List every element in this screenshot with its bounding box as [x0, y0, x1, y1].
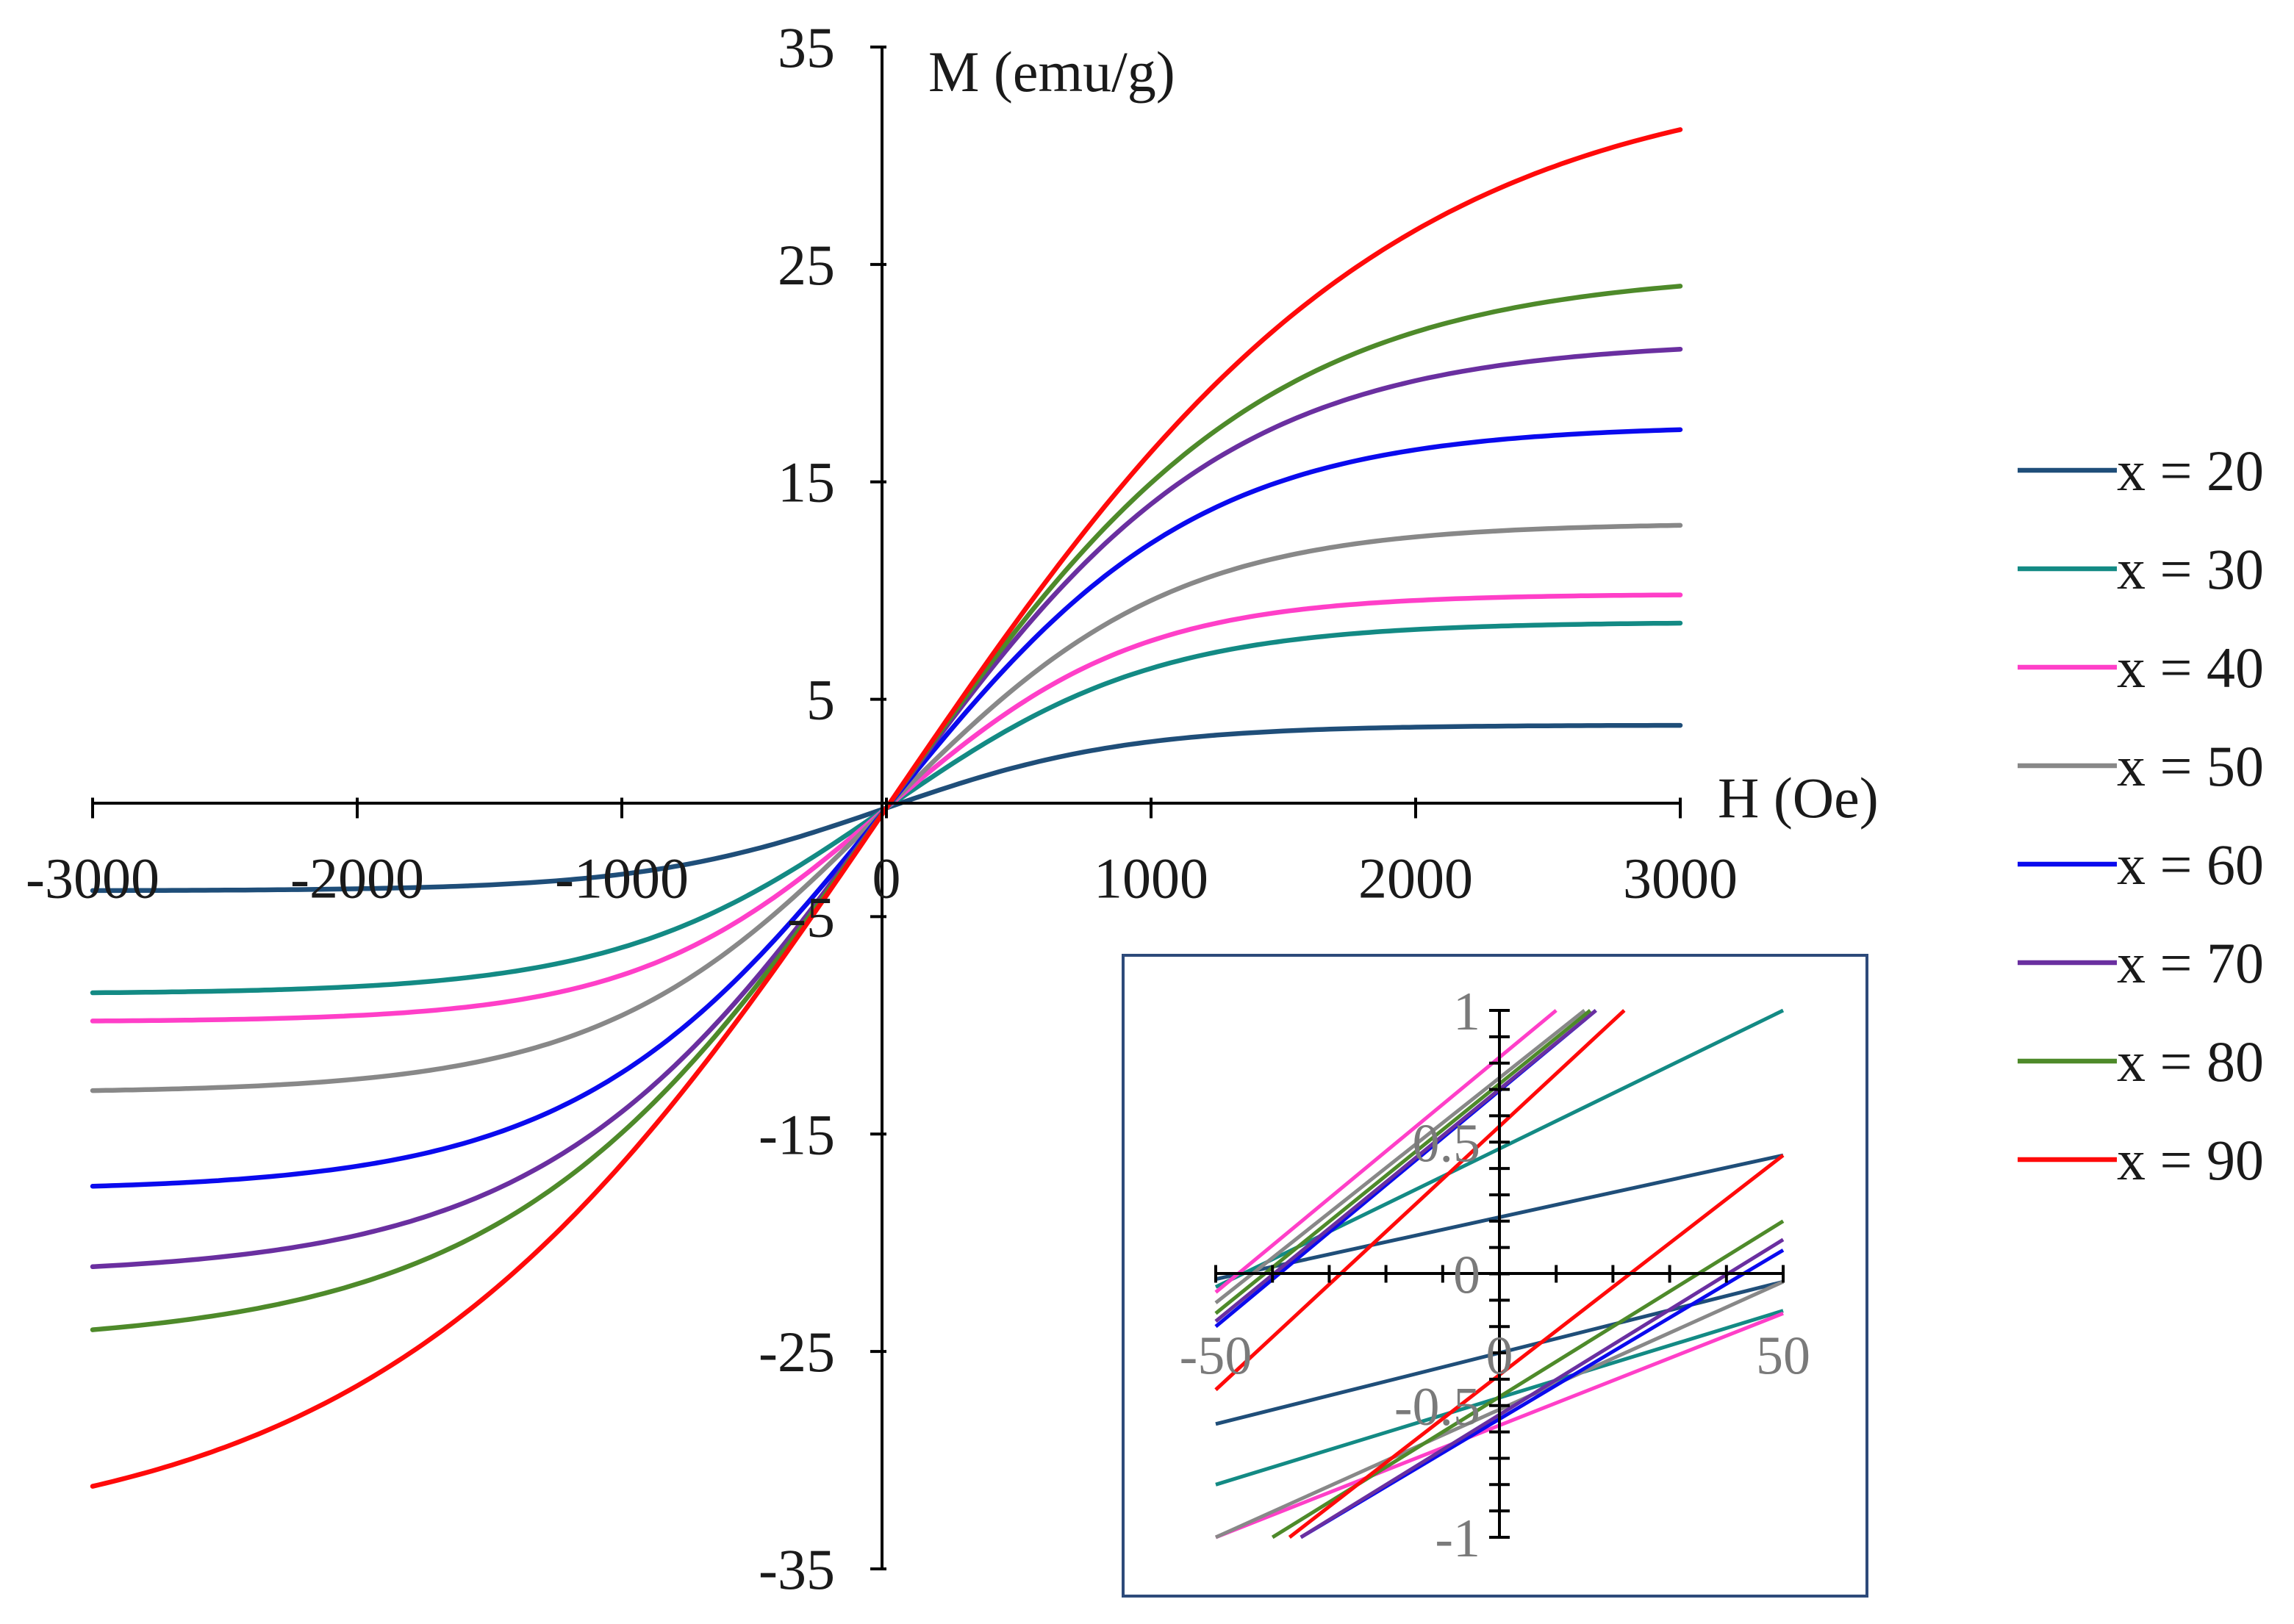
inset-y-tick-label: 0.5: [1413, 1113, 1481, 1174]
inset-y-tick-label: 0: [1453, 1246, 1480, 1306]
inset-y-tick-label: -1: [1435, 1509, 1480, 1569]
inset-x-tick-label: 0: [1486, 1326, 1513, 1387]
legend-label: x = 70: [2117, 931, 2264, 995]
x-tick-label: 2000: [1358, 847, 1473, 910]
inset-y-tick-label: 1: [1453, 982, 1480, 1042]
inset-lines: [1214, 1008, 1785, 1539]
legend-label: x = 20: [2117, 439, 2264, 503]
x-ticks: -3000 -2000 -1000 0 1000 2000 3000: [26, 797, 1738, 910]
x-tick-label: 1000: [1094, 847, 1208, 910]
legend-label: x = 60: [2117, 833, 2264, 897]
legend-label: x = 80: [2117, 1030, 2264, 1093]
x-tick-label: -3000: [26, 847, 159, 910]
x-tick-label: -2000: [290, 847, 424, 910]
legend: x = 20 x = 30 x = 40 x = 50 x = 60 x = 70 x = …: [2018, 439, 2264, 1192]
y-tick-label: 15: [778, 450, 835, 514]
inset-segment: [1214, 1009, 1592, 1315]
x-tick-label: -1000: [555, 847, 689, 910]
inset-y-tick-label: -0.5: [1394, 1377, 1480, 1437]
y-tick-label: -25: [759, 1320, 835, 1384]
inset-x-tick-label: 50: [1756, 1326, 1810, 1387]
inset-segment: [1214, 1009, 1586, 1304]
inset-x-tick-label: -50: [1180, 1326, 1252, 1387]
x-tick-label: 0: [872, 847, 901, 910]
y-tick-label: 35: [778, 15, 835, 79]
main-plot-area: -3000 -2000 -1000 0 1000 2000 3000 35 25 15 5 -5 -1…: [26, 15, 1879, 1601]
x-tick-label: 3000: [1623, 847, 1738, 910]
y-ticks: 35 25 15 5 -5 -15 -25 -35: [759, 15, 886, 1601]
y-tick-label: -35: [759, 1537, 835, 1601]
legend-label: x = 40: [2117, 636, 2264, 700]
y-tick-label: 25: [778, 233, 835, 297]
y-tick-label: 5: [806, 668, 835, 732]
y-tick-label: -15: [759, 1102, 835, 1166]
inset-segment: [1214, 1009, 1626, 1392]
legend-label: x = 90: [2117, 1128, 2264, 1192]
legend-label: x = 30: [2117, 537, 2264, 601]
y-tick-label: -5: [787, 885, 835, 949]
x-axis-title: H (Oe): [1718, 766, 1879, 830]
legend-label: x = 50: [2117, 734, 2264, 798]
inset-segment: [1214, 1009, 1597, 1323]
inset-segment: [1288, 1154, 1785, 1539]
inset-segment: [1300, 1237, 1785, 1539]
y-axis-title: M (emu/g): [928, 40, 1175, 104]
